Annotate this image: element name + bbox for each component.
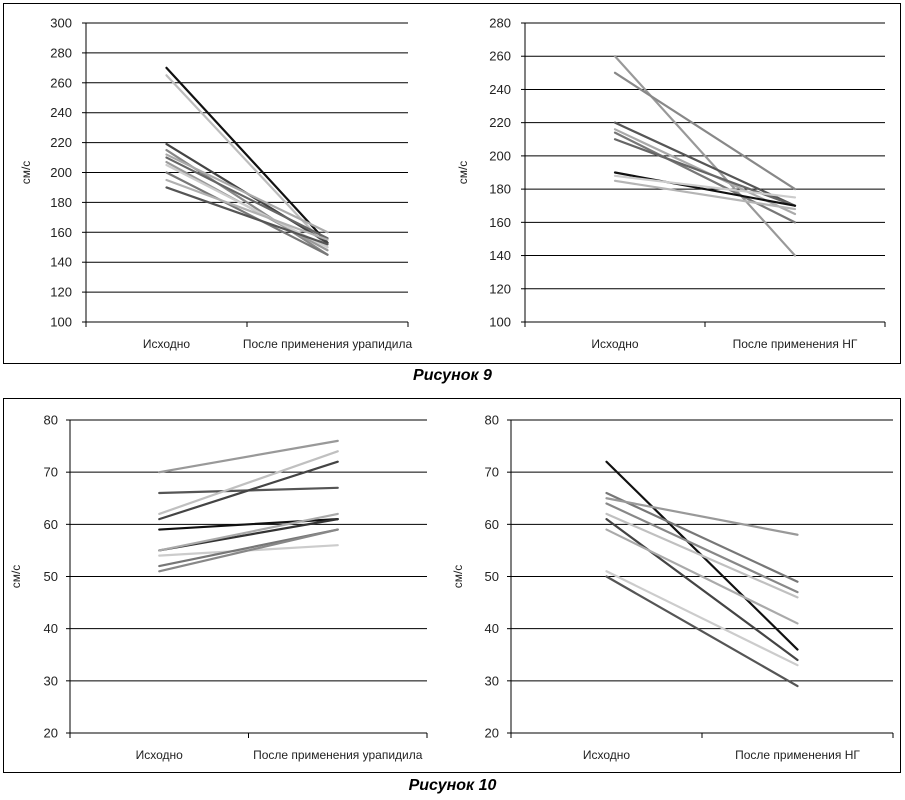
figure-9-frame [3, 3, 901, 364]
y-tick-label: 280 [50, 45, 72, 60]
y-axis-label: см/с [9, 565, 23, 589]
series-line [158, 512, 339, 552]
y-tick-label: 80 [44, 413, 58, 428]
series-line [165, 156, 329, 240]
y-tick-label: 50 [485, 569, 499, 584]
y-tick-label: 180 [50, 195, 72, 210]
series-line [613, 171, 797, 207]
y-tick-label: 40 [485, 621, 499, 636]
y-axis-label: см/с [451, 565, 465, 589]
y-tick-label: 240 [489, 82, 511, 97]
series-line [605, 528, 799, 625]
y-tick-label: 240 [50, 105, 72, 120]
series-line [613, 71, 797, 191]
figure-9-caption: Рисунок 9 [413, 367, 492, 384]
figure-10-frame [3, 398, 901, 773]
y-tick-label: 140 [50, 255, 72, 270]
y-tick-label: 220 [489, 115, 511, 130]
y-tick-label: 70 [485, 465, 499, 480]
series-line [605, 497, 799, 536]
series-line [165, 178, 329, 241]
y-tick-label: 160 [489, 215, 511, 230]
series-line [165, 186, 329, 246]
y-tick-label: 40 [44, 621, 58, 636]
series-line [158, 460, 339, 521]
series-line [158, 450, 339, 516]
series-line [158, 439, 339, 474]
y-tick-label: 220 [50, 135, 72, 150]
series-line [613, 174, 797, 199]
y-tick-label: 50 [44, 569, 58, 584]
y-tick-label: 280 [489, 16, 511, 31]
y-tick-label: 30 [44, 673, 58, 688]
series-line [605, 518, 799, 662]
x-category-label: После применения НГ [733, 337, 858, 351]
y-tick-label: 260 [50, 75, 72, 90]
y-tick-label: 100 [50, 315, 72, 330]
series-line [605, 491, 799, 583]
series-line [605, 512, 799, 599]
x-category-label: Исходно [591, 337, 639, 351]
y-tick-label: 160 [50, 225, 72, 240]
series-line [158, 528, 339, 573]
y-tick-label: 20 [485, 726, 499, 741]
x-category-label: После применения урапидила [253, 748, 423, 762]
y-tick-label: 200 [489, 148, 511, 163]
series-line [165, 153, 329, 234]
y-axis-label: см/с [19, 161, 33, 185]
x-category-label: Исходно [583, 748, 631, 762]
series-line [605, 502, 799, 594]
series-line [165, 163, 329, 249]
y-tick-label: 180 [489, 182, 511, 197]
x-category-label: После применения урапидила [243, 337, 413, 351]
x-category-label: Исходно [143, 337, 191, 351]
y-axis-label: см/с [456, 161, 470, 185]
y-tick-label: 140 [489, 248, 511, 263]
y-tick-label: 60 [44, 517, 58, 532]
figure-10-caption: Рисунок 10 [408, 777, 497, 794]
y-tick-label: 80 [485, 413, 499, 428]
y-tick-label: 30 [485, 673, 499, 688]
series-line [605, 575, 799, 688]
series-line [605, 570, 799, 667]
y-tick-label: 120 [489, 281, 511, 296]
x-category-label: Исходно [136, 748, 184, 762]
series-line [165, 66, 329, 244]
y-tick-label: 260 [489, 49, 511, 64]
y-tick-label: 200 [50, 165, 72, 180]
x-category-label: После применения НГ [735, 748, 860, 762]
y-tick-label: 100 [489, 315, 511, 330]
series-line [613, 131, 797, 224]
series-line [613, 121, 797, 207]
series-line [613, 55, 797, 257]
y-tick-label: 60 [485, 517, 499, 532]
y-tick-label: 20 [44, 726, 58, 741]
y-tick-label: 70 [44, 465, 58, 480]
series-line [613, 179, 797, 211]
y-tick-label: 120 [50, 285, 72, 300]
y-tick-label: 300 [50, 16, 72, 31]
series-line [165, 171, 329, 256]
